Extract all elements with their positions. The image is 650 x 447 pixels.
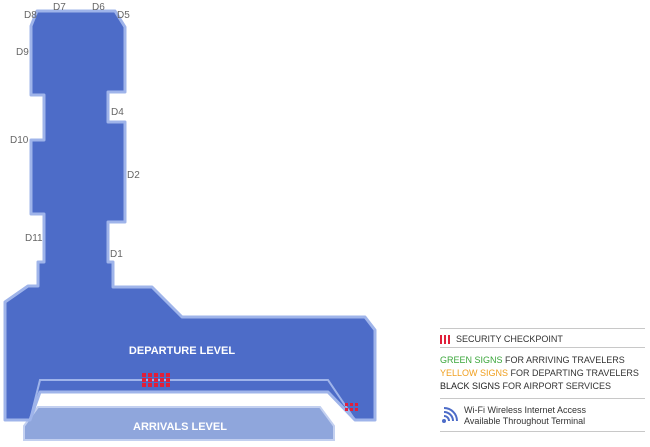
security-checkpoint-icon (440, 334, 450, 344)
legend-wifi-row: Wi-Fi Wireless Internet Access Available… (440, 399, 645, 431)
arrivals-level-area[interactable] (23, 406, 335, 441)
gate-d9[interactable]: D9 (16, 47, 29, 58)
legend-security-row: SECURITY CHECKPOINT (440, 331, 645, 347)
gate-d4[interactable]: D4 (111, 107, 124, 118)
green-signs-word: GREEN SIGNS (440, 355, 503, 365)
black-signs-text: FOR AIRPORT SERVICES (500, 381, 612, 391)
green-signs-text: FOR ARRIVING TRAVELERS (502, 355, 625, 365)
legend-divider (440, 431, 645, 432)
legend-black-signs: BLACK SIGNS FOR AIRPORT SERVICES (440, 380, 645, 393)
gate-d1[interactable]: D1 (110, 249, 123, 260)
departure-level-area[interactable] (3, 9, 377, 422)
wifi-line-1: Wi-Fi Wireless Internet Access (464, 405, 587, 415)
gate-d11[interactable]: D11 (25, 233, 43, 244)
departure-inner-edge (29, 379, 356, 421)
departure-level-label: DEPARTURE LEVEL (129, 345, 235, 357)
gate-d6[interactable]: D6 (92, 2, 105, 13)
legend-divider (440, 347, 645, 348)
legend-signs: GREEN SIGNS FOR ARRIVING TRAVELERS YELLO… (440, 348, 645, 398)
legend-yellow-signs: YELLOW SIGNS FOR DEPARTING TRAVELERS (440, 367, 645, 380)
security-checkpoint-main (142, 373, 170, 387)
security-checkpoint-east (345, 403, 358, 411)
legend-divider (440, 398, 645, 399)
wifi-line-2: Available Throughout Terminal (464, 416, 586, 426)
map-legend: SECURITY CHECKPOINT GREEN SIGNS FOR ARRI… (440, 328, 645, 432)
gate-d8[interactable]: D8 (24, 10, 37, 21)
legend-green-signs: GREEN SIGNS FOR ARRIVING TRAVELERS (440, 354, 645, 367)
wifi-text: Wi-Fi Wireless Internet Access Available… (464, 405, 586, 427)
gate-d7[interactable]: D7 (53, 2, 66, 13)
gate-d10[interactable]: D10 (10, 135, 29, 146)
gate-d5[interactable]: D5 (117, 10, 130, 21)
gate-d2[interactable]: D2 (127, 170, 140, 181)
arrivals-level-label: ARRIVALS LEVEL (133, 421, 227, 433)
yellow-signs-word: YELLOW SIGNS (440, 368, 509, 378)
yellow-signs-text: FOR DEPARTING TRAVELERS (508, 368, 639, 378)
legend-security-label: SECURITY CHECKPOINT (456, 334, 563, 344)
black-signs-word: BLACK SIGNS (440, 381, 501, 391)
wifi-icon (442, 407, 458, 423)
legend-divider (440, 328, 645, 329)
